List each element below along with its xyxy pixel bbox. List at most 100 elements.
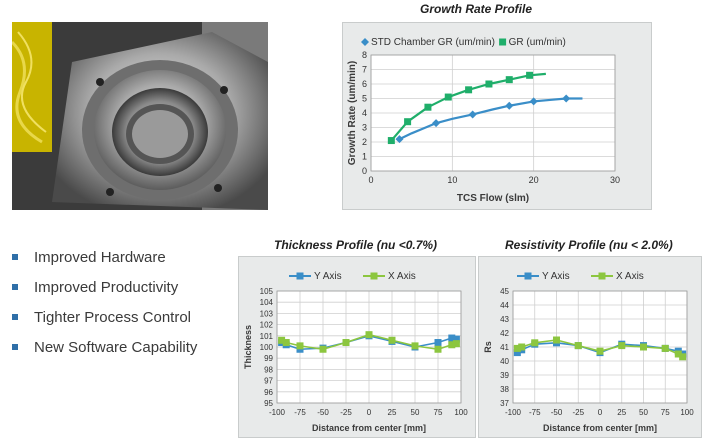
- x-tick-label: -100: [269, 408, 286, 417]
- thickness-chart-panel: 95 96 97 98 99 100 101 102 103 104 105 -100 -75 -50 -2…: [238, 256, 476, 438]
- x-tick-label: -25: [572, 408, 584, 417]
- bullet-item: Improved Hardware: [12, 246, 197, 276]
- data-point: [404, 118, 412, 126]
- legend-marker: [524, 272, 532, 280]
- data-point: [434, 339, 442, 347]
- y-tick-label: 37: [500, 399, 509, 408]
- y-tick-label: 104: [260, 298, 274, 307]
- x-tick-label: 25: [388, 408, 397, 417]
- y-axis-label: Growth Rate (um/min): [347, 61, 358, 165]
- legend-marker: [598, 272, 606, 280]
- data-point: [513, 349, 521, 357]
- bullet-item: New Software Capability: [12, 336, 197, 366]
- data-point: [674, 350, 682, 358]
- resistivity-chart-panel: 37 38 39 40 41 42 43 44 45 -100 -75 -50 -25 0 25 50 75 10…: [478, 256, 702, 438]
- bullet-text: Improved Hardware: [34, 249, 166, 266]
- data-point: [531, 339, 539, 347]
- y-tick-label: 6: [362, 79, 367, 89]
- y-tick-label: 42: [500, 329, 509, 338]
- x-tick-label: 10: [447, 175, 457, 185]
- y-tick-label: 8: [362, 50, 367, 60]
- y-tick-label: 41: [500, 343, 509, 352]
- x-tick-label: 100: [454, 408, 468, 417]
- y-tick-label: 105: [260, 287, 274, 296]
- bullet-square-icon: [12, 344, 18, 350]
- series-line: [398, 97, 583, 141]
- legend-marker: [499, 38, 507, 46]
- x-axis-label: Distance from center [mm]: [312, 423, 426, 433]
- data-point: [282, 339, 290, 347]
- resistivity-chart-title: Resistivity Profile (nu < 2.0%): [505, 238, 673, 252]
- y-tick-label: 4: [362, 108, 367, 118]
- y-tick-label: 40: [500, 357, 509, 366]
- bullet-item: Tighter Process Control: [12, 306, 197, 336]
- data-point: [388, 336, 396, 344]
- legend-label: Y Axis: [314, 271, 342, 282]
- legend-label: X Axis: [616, 271, 644, 282]
- x-tick-label: 0: [598, 408, 603, 417]
- x-tick-label: -25: [340, 408, 352, 417]
- y-tick-label: 95: [264, 399, 273, 408]
- y-tick-label: 5: [362, 94, 367, 104]
- y-tick-label: 1: [362, 152, 367, 162]
- bullet-text: Tighter Process Control: [34, 309, 192, 326]
- x-tick-label: 0: [367, 408, 372, 417]
- legend-marker: [370, 272, 378, 280]
- y-tick-label: 38: [500, 385, 509, 394]
- data-point: [529, 97, 538, 106]
- x-tick-label: -75: [529, 408, 541, 417]
- data-point: [596, 347, 604, 355]
- x-tick-label: 20: [529, 175, 539, 185]
- x-tick-label: -50: [551, 408, 563, 417]
- data-point: [468, 110, 477, 119]
- bullet-square-icon: [12, 254, 18, 260]
- x-tick-label: 75: [661, 408, 670, 417]
- data-point: [434, 345, 442, 353]
- data-point: [452, 335, 460, 343]
- chamber-photo: [12, 22, 268, 210]
- x-tick-label: 50: [639, 408, 648, 417]
- legend-label: GR (um/min): [509, 37, 566, 48]
- plot-border: [512, 290, 688, 404]
- thickness-profile-chart: 95 96 97 98 99 100 101 102 103 104 105 -100 -75 -50 -2…: [243, 271, 468, 433]
- data-point: [562, 94, 571, 103]
- y-tick-label: 98: [264, 365, 273, 374]
- y-tick-label: 0: [362, 166, 367, 176]
- y-tick-label: 7: [362, 65, 367, 75]
- legend-label: STD Chamber GR (um/min): [371, 37, 495, 48]
- resistivity-profile-chart: 37 38 39 40 41 42 43 44 45 -100 -75 -50 -25 0 25 50 75 10…: [483, 271, 694, 433]
- x-tick-label: 100: [680, 408, 694, 417]
- data-point: [505, 101, 514, 110]
- bullet-square-icon: [12, 284, 18, 290]
- bullet-item: Improved Productivity: [12, 276, 197, 306]
- data-point: [518, 343, 526, 351]
- data-point: [640, 343, 647, 351]
- y-axis-label: Thickness: [243, 325, 253, 369]
- data-point: [465, 86, 473, 94]
- legend-label: X Axis: [388, 271, 416, 282]
- x-tick-label: -100: [505, 408, 522, 417]
- y-tick-label: 44: [500, 301, 509, 310]
- x-tick-label: -50: [317, 408, 329, 417]
- data-point: [424, 103, 432, 111]
- data-point: [319, 345, 327, 353]
- data-point: [661, 344, 669, 352]
- thickness-chart-title: Thickness Profile (nu <0.7%): [274, 238, 438, 252]
- y-tick-label: 39: [500, 371, 509, 380]
- growth-chart-title: Growth Rate Profile: [420, 2, 533, 16]
- data-point: [448, 334, 456, 342]
- y-tick-label: 102: [260, 321, 274, 330]
- bullet-text: Improved Productivity: [34, 279, 179, 296]
- x-tick-label: 75: [434, 408, 443, 417]
- data-point: [485, 80, 493, 88]
- data-point: [278, 336, 286, 344]
- data-point: [296, 342, 304, 350]
- data-point: [618, 342, 626, 350]
- x-tick-label: 0: [368, 175, 373, 185]
- data-point: [553, 336, 560, 344]
- x-tick-label: 25: [617, 408, 626, 417]
- y-tick-label: 101: [260, 332, 274, 341]
- growth-chart-panel: 0 1 2 3 4 5 6 7 8 0 10 20 30 TCS Flow (slm) Growth Rat…: [342, 22, 652, 210]
- x-tick-label: 30: [610, 175, 620, 185]
- y-tick-label: 2: [362, 137, 367, 147]
